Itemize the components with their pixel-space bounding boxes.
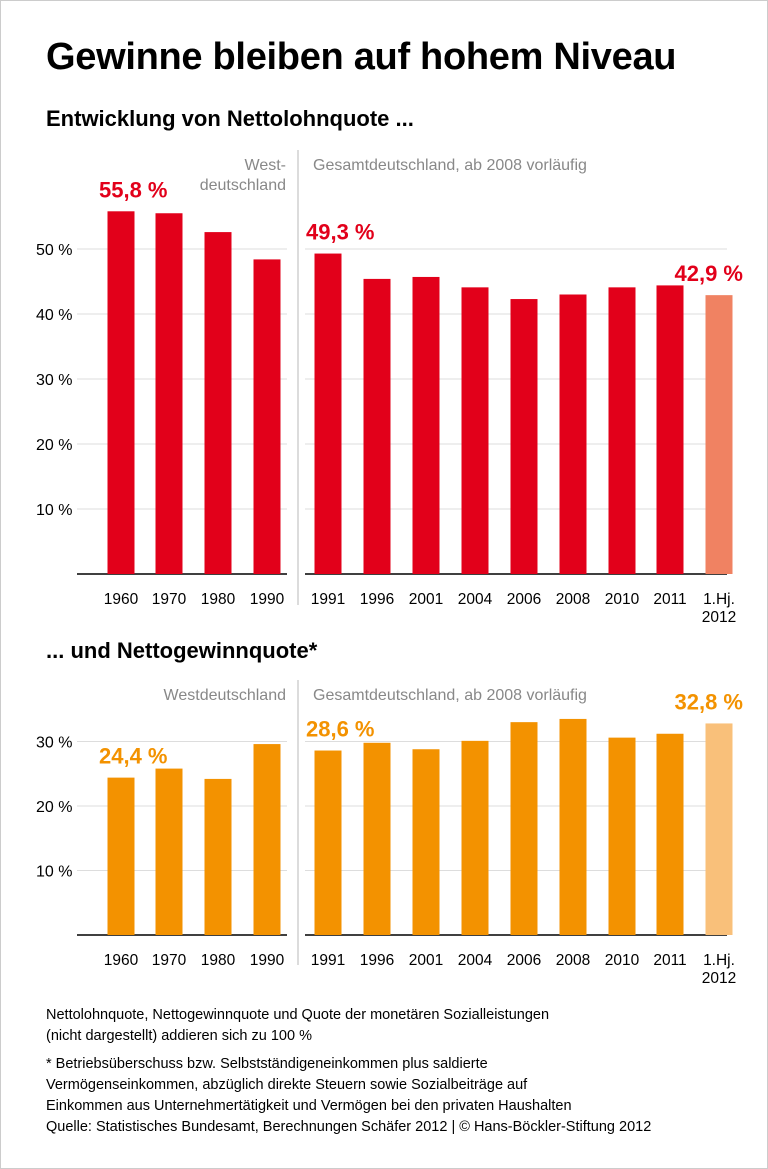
bar-1960: [107, 211, 135, 575]
chart-nettolohnquote: 10 % 20 % 30 % 40 % 50 % West-deutschland Gesa…: [36, 150, 744, 626]
x-tick-label: 2011: [653, 952, 686, 969]
bar-1980: [204, 778, 232, 935]
y-tick-label: 30 %: [36, 372, 72, 389]
footnote-line: Einkommen aus Unternehmertätigkeit und V…: [46, 1098, 572, 1114]
x-tick-label: 1970: [152, 591, 187, 608]
chart-title-nettogewinnquote: ... und Nettogewinnquote*: [46, 638, 318, 663]
bar-1990: [253, 259, 281, 574]
data-label: 28,6 %: [306, 717, 375, 742]
x-tick-label: 1996: [360, 952, 394, 969]
bar-2008: [559, 718, 587, 935]
x-tick-label: 2006: [507, 591, 541, 608]
bar-2011: [656, 733, 684, 935]
notes: Nettolohnquote, Nettogewinnquote und Quo…: [46, 1005, 746, 1138]
footnote-line: * Betriebsüberschuss bzw. Selbstständige…: [46, 1056, 488, 1072]
bar-2001: [412, 749, 440, 935]
data-label: 55,8 %: [99, 177, 168, 202]
panel-label-gesamt: Gesamtdeutschland, ab 2008 vorläufig: [313, 687, 587, 704]
note-line: Nettolohnquote, Nettogewinnquote und Quo…: [46, 1007, 550, 1023]
panel-label-gesamt: Gesamtdeutschland, ab 2008 vorläufig: [313, 157, 587, 174]
x-tick-label: 2010: [605, 952, 640, 969]
chart-title-nettolohnquote: Entwicklung von Nettolohnquote ...: [46, 106, 414, 131]
x-tick-label: 1970: [152, 952, 187, 969]
x-tick-label: 2001: [409, 952, 443, 969]
panel-label-west: deutschland: [200, 177, 286, 194]
y-tick-label: 10 %: [36, 502, 72, 519]
x-tick-label: 1980: [201, 591, 236, 608]
x-tick-label: 1996: [360, 591, 394, 608]
bar-1991: [314, 253, 342, 575]
bar-2006: [510, 722, 538, 935]
bar-2006: [510, 299, 538, 574]
bar-2008: [559, 294, 587, 574]
y-tick-label: 10 %: [36, 864, 72, 881]
bar-2011: [656, 285, 684, 574]
x-tick-label: 2006: [507, 952, 541, 969]
y-tick-label: 30 %: [36, 735, 72, 752]
bar-1-Hj-2012: [705, 295, 733, 574]
bar-1996: [363, 742, 391, 935]
bar-1990: [253, 744, 281, 935]
x-tick-label: 2010: [605, 591, 640, 608]
x-tick-label: 1960: [104, 591, 139, 608]
bar-2001: [412, 276, 440, 574]
x-tick-label: 1980: [201, 952, 236, 969]
bar-2010: [608, 737, 636, 935]
y-tick-label: 50 %: [36, 242, 72, 259]
x-tick-label: 2008: [556, 952, 590, 969]
panel-label-west: West-: [245, 157, 286, 174]
y-tick-label: 20 %: [36, 799, 72, 816]
bar-1960: [107, 777, 135, 935]
bar-1970: [155, 213, 183, 574]
x-tick-label: 2001: [409, 591, 443, 608]
bar-1970: [155, 768, 183, 935]
panel-label-west: Westdeutschland: [164, 687, 286, 704]
footnote-line: Vermögenseinkommen, abzüglich direkte St…: [46, 1077, 528, 1093]
x-tick-label: 1960: [104, 952, 139, 969]
bar-1-Hj-2012: [705, 723, 733, 935]
page-title: Gewinne bleiben auf hohem Niveau: [46, 36, 677, 78]
x-tick-label: 2008: [556, 591, 590, 608]
source-line: Quelle: Statistisches Bundesamt, Berechn…: [46, 1119, 652, 1135]
x-tick-label: 1991: [311, 591, 345, 608]
x-tick-label: 1.Hj.: [703, 591, 735, 608]
y-tick-label: 40 %: [36, 307, 72, 324]
note-line: (nicht dargestellt) addieren sich zu 100…: [46, 1028, 312, 1044]
x-tick-label: 1990: [250, 952, 285, 969]
bar-1996: [363, 278, 391, 574]
x-tick-label: 1.Hj.: [703, 952, 735, 969]
x-tick-label: 1991: [311, 952, 345, 969]
data-label: 42,9 %: [675, 261, 744, 286]
x-tick-label: 2011: [653, 591, 686, 608]
x-tick-label: 2012: [702, 970, 736, 987]
x-tick-label: 2004: [458, 952, 493, 969]
bar-2004: [461, 287, 489, 574]
x-tick-label: 2004: [458, 591, 493, 608]
bar-2010: [608, 287, 636, 574]
x-tick-label: 1990: [250, 591, 285, 608]
data-label: 49,3 %: [306, 220, 375, 245]
y-tick-label: 20 %: [36, 437, 72, 454]
data-label: 24,4 %: [99, 744, 168, 769]
bar-1991: [314, 750, 342, 935]
chart-nettogewinnquote: 10 % 20 % 30 % Westdeutschland Gesamtdeutsch…: [36, 680, 744, 987]
bar-2004: [461, 740, 489, 935]
x-tick-label: 2012: [702, 609, 736, 626]
bar-1980: [204, 232, 232, 574]
data-label: 32,8 %: [675, 689, 744, 714]
